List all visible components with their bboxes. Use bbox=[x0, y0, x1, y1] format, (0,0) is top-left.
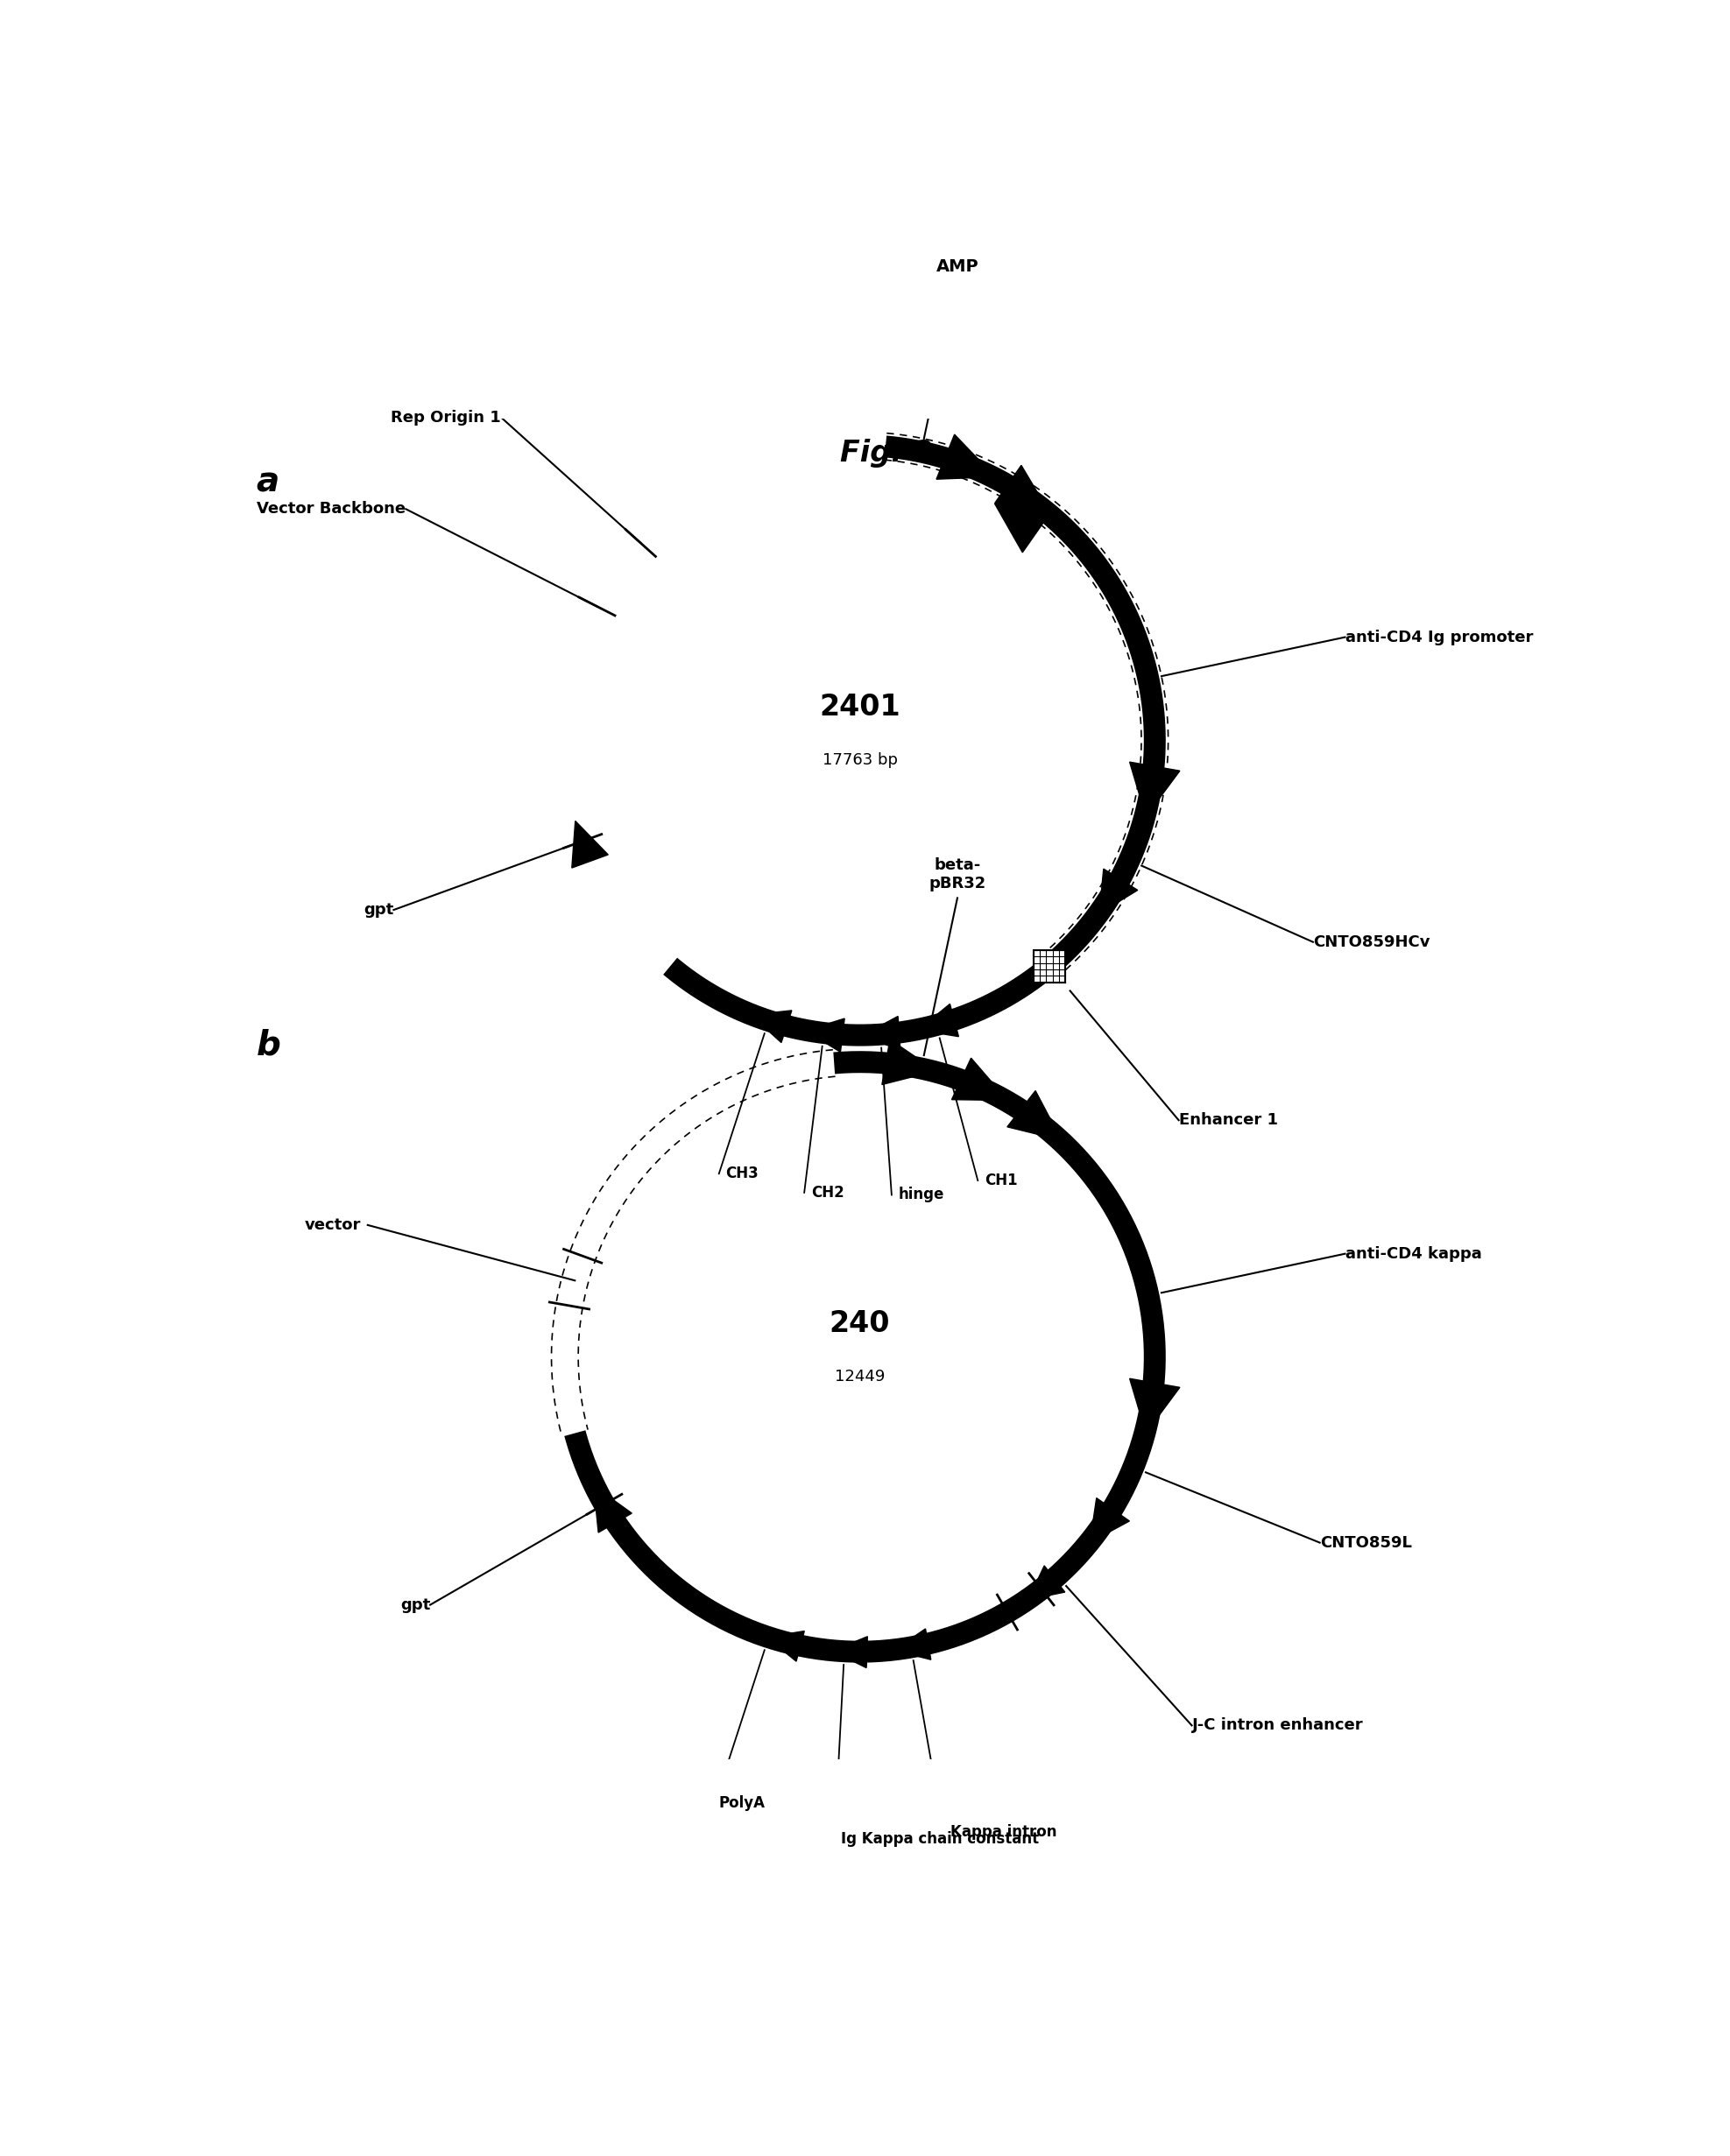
Polygon shape bbox=[593, 1485, 631, 1533]
Polygon shape bbox=[573, 821, 609, 869]
Polygon shape bbox=[804, 1018, 844, 1052]
Polygon shape bbox=[1130, 761, 1180, 817]
Text: Rep Origin 1: Rep Origin 1 bbox=[391, 410, 502, 425]
Polygon shape bbox=[894, 1628, 931, 1660]
Text: Ig Kappa chain constant: Ig Kappa chain constant bbox=[841, 1830, 1040, 1848]
Text: Enhancer 1: Enhancer 1 bbox=[1178, 1112, 1278, 1128]
Polygon shape bbox=[1130, 1378, 1180, 1434]
Polygon shape bbox=[882, 1039, 936, 1084]
Text: 17763 bp: 17763 bp bbox=[822, 752, 898, 768]
Polygon shape bbox=[751, 1011, 792, 1044]
Text: beta-
pBR32: beta- pBR32 bbox=[929, 858, 986, 890]
Polygon shape bbox=[862, 1015, 900, 1050]
Polygon shape bbox=[995, 466, 1050, 513]
Polygon shape bbox=[766, 1632, 804, 1662]
Text: CH2: CH2 bbox=[811, 1186, 844, 1201]
Text: Vector Backbone: Vector Backbone bbox=[256, 500, 407, 517]
Text: b: b bbox=[256, 1028, 280, 1061]
Text: 2401: 2401 bbox=[820, 692, 900, 722]
Polygon shape bbox=[1090, 1498, 1130, 1542]
Text: AMP: AMP bbox=[936, 259, 979, 274]
Polygon shape bbox=[936, 436, 995, 479]
Text: a: a bbox=[256, 466, 280, 498]
Text: CNTO859L: CNTO859L bbox=[1320, 1535, 1412, 1550]
Text: 12449: 12449 bbox=[834, 1369, 886, 1384]
Polygon shape bbox=[919, 1005, 958, 1037]
Polygon shape bbox=[995, 505, 1050, 552]
Polygon shape bbox=[952, 1059, 1007, 1100]
Polygon shape bbox=[1007, 1091, 1062, 1141]
Text: hinge: hinge bbox=[898, 1188, 945, 1203]
Text: CH3: CH3 bbox=[725, 1166, 759, 1181]
Text: anti-CD4 Ig promoter: anti-CD4 Ig promoter bbox=[1344, 630, 1533, 645]
Text: CNTO859HCv: CNTO859HCv bbox=[1313, 934, 1431, 951]
Polygon shape bbox=[832, 1636, 867, 1669]
Text: gpt: gpt bbox=[400, 1598, 431, 1613]
Text: vector: vector bbox=[304, 1218, 362, 1233]
Text: PolyA: PolyA bbox=[720, 1796, 765, 1811]
Polygon shape bbox=[1099, 869, 1138, 914]
Text: 240: 240 bbox=[829, 1309, 891, 1337]
Polygon shape bbox=[1028, 1565, 1066, 1600]
Text: Fig. 2: Fig. 2 bbox=[841, 438, 932, 468]
Text: J-C intron enhancer: J-C intron enhancer bbox=[1192, 1718, 1363, 1733]
Bar bbox=[1033, 951, 1066, 983]
Text: Kappa intron: Kappa intron bbox=[950, 1824, 1057, 1839]
Text: anti-CD4 kappa: anti-CD4 kappa bbox=[1344, 1246, 1481, 1261]
Text: CH1: CH1 bbox=[984, 1173, 1017, 1188]
Text: gpt: gpt bbox=[363, 901, 394, 918]
